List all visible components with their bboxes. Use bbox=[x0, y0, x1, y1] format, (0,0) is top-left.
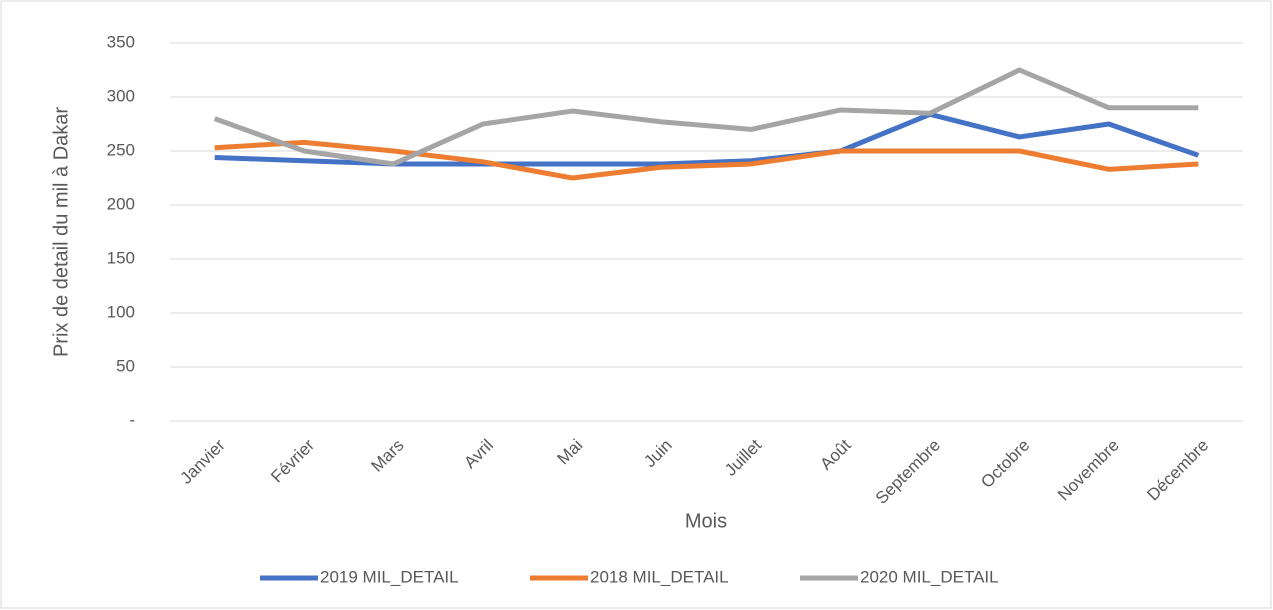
y-tick-label: 150 bbox=[107, 248, 135, 267]
y-tick-label: 200 bbox=[107, 194, 135, 213]
y-tick-label: 50 bbox=[116, 356, 135, 375]
y-tick-label: - bbox=[129, 410, 135, 429]
legend-label: 2019 MIL_DETAIL bbox=[320, 567, 459, 586]
y-tick-label: 100 bbox=[107, 302, 135, 321]
legend-label: 2018 MIL_DETAIL bbox=[590, 567, 729, 586]
series-line bbox=[213, 67, 1199, 167]
y-tick-label: 350 bbox=[107, 32, 135, 51]
y-tick-label: 250 bbox=[107, 140, 135, 159]
y-tick-label: 300 bbox=[107, 86, 135, 105]
legend-label: 2020 MIL_DETAIL bbox=[860, 567, 999, 586]
y-axis-title: Prix de detail du mil à Dakar bbox=[50, 107, 72, 357]
x-axis-title: Mois bbox=[685, 510, 727, 532]
series-line bbox=[214, 139, 1199, 181]
